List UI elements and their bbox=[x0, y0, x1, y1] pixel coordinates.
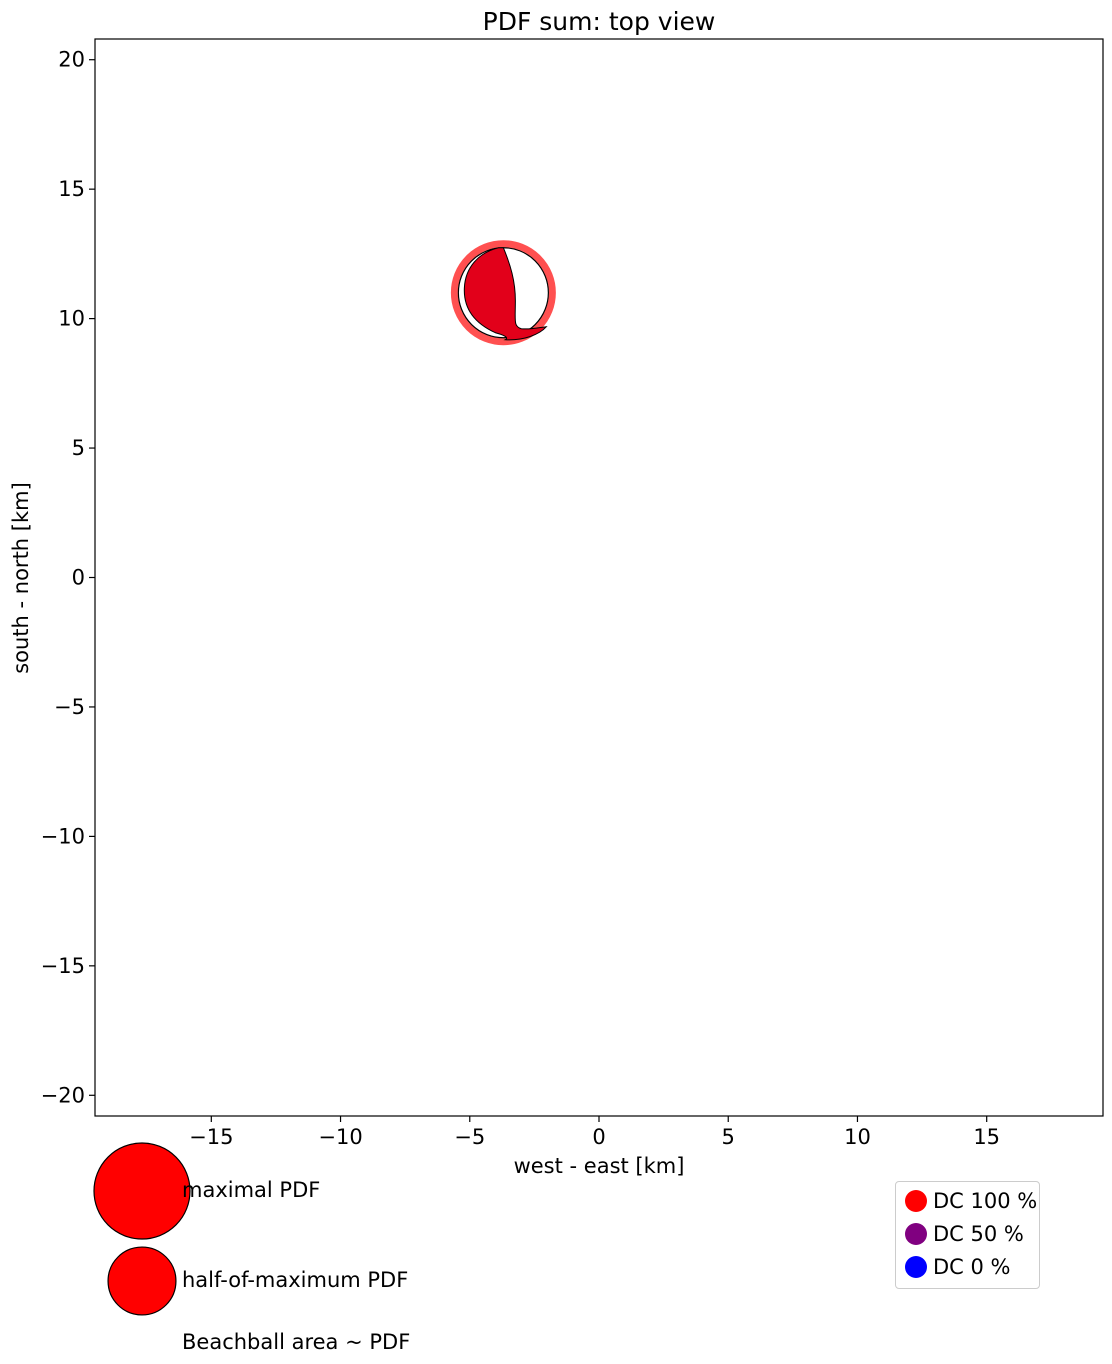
y-tick-label: 5 bbox=[72, 436, 85, 460]
y-tick-label: 0 bbox=[72, 566, 85, 590]
pdf-ring bbox=[450, 240, 556, 346]
beachball-compression bbox=[463, 247, 548, 341]
size-legend-label-half: half-of-maximum PDF bbox=[182, 1268, 409, 1292]
x-axis: −15 −10 −5 0 5 10 15 bbox=[189, 1116, 1000, 1149]
size-legend-label-max: maximal PDF bbox=[182, 1178, 321, 1202]
y-tick-label: −5 bbox=[54, 695, 85, 719]
x-axis-label: west - east [km] bbox=[514, 1154, 685, 1178]
y-tick-label: −10 bbox=[41, 824, 85, 848]
y-tick-label: 10 bbox=[58, 307, 85, 331]
legend-label-dc100: DC 100 % bbox=[933, 1189, 1038, 1213]
legend-item-dc0: DC 0 % bbox=[896, 1252, 1011, 1282]
size-legend-note: Beachball area ~ PDF bbox=[182, 1330, 411, 1354]
x-tick-label: 0 bbox=[592, 1125, 605, 1149]
x-tick-label: −5 bbox=[454, 1125, 485, 1149]
y-axis-label: south - north [km] bbox=[9, 482, 33, 674]
y-tick-label: 15 bbox=[58, 177, 85, 201]
x-tick-label: −15 bbox=[189, 1125, 233, 1149]
legend-marker-dc100 bbox=[905, 1190, 927, 1212]
x-tick-label: 5 bbox=[722, 1125, 735, 1149]
plot-frame bbox=[94, 38, 1104, 1117]
x-tick-label: −10 bbox=[318, 1125, 362, 1149]
size-legend-circle-max bbox=[93, 1142, 191, 1240]
size-legend-circle-half bbox=[107, 1246, 177, 1316]
legend-marker-dc0 bbox=[905, 1256, 927, 1278]
y-axis: −20 −15 −10 −5 0 5 10 15 20 bbox=[41, 48, 95, 1107]
legend-item-dc100: DC 100 % bbox=[896, 1186, 1037, 1216]
legend-label-dc50: DC 50 % bbox=[933, 1222, 1024, 1246]
x-tick-label: 15 bbox=[973, 1125, 1000, 1149]
dc-legend: DC 100 % DC 50 % DC 0 % bbox=[895, 1181, 1040, 1289]
plot-marks bbox=[450, 240, 556, 346]
y-tick-label: 20 bbox=[58, 48, 85, 72]
legend-label-dc0: DC 0 % bbox=[933, 1255, 1011, 1279]
y-tick-label: −20 bbox=[41, 1083, 85, 1107]
legend-marker-dc50 bbox=[905, 1223, 927, 1245]
size-legend bbox=[93, 1142, 191, 1316]
legend-item-dc50: DC 50 % bbox=[896, 1219, 1024, 1249]
y-tick-label: −15 bbox=[41, 954, 85, 978]
chart-title: PDF sum: top view bbox=[483, 7, 716, 36]
x-tick-label: 10 bbox=[844, 1125, 871, 1149]
